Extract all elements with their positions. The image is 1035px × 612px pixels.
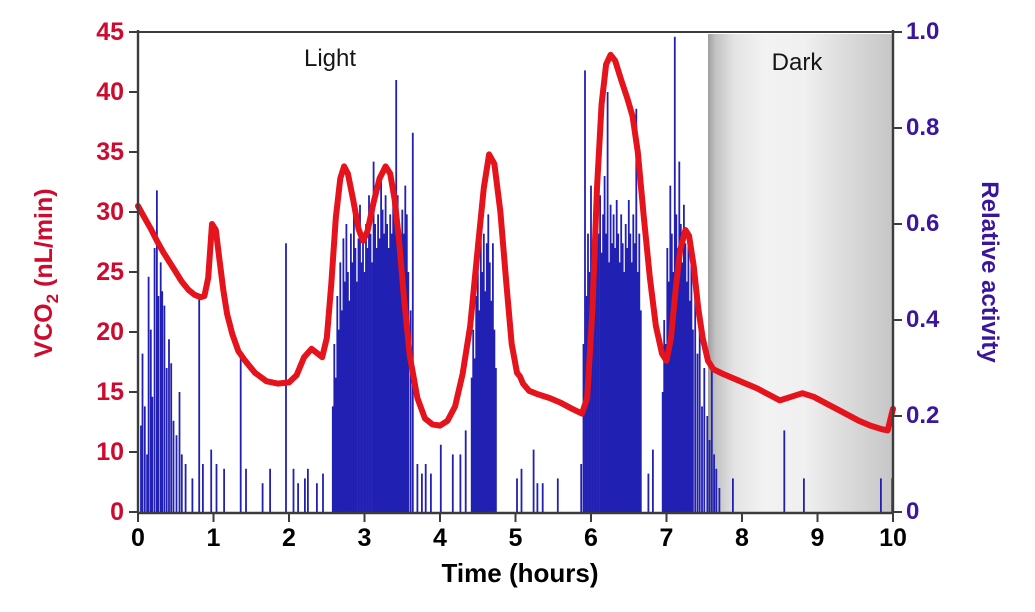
x-tick-label: 1 bbox=[206, 524, 221, 552]
right-axis-title: Relative activity bbox=[976, 181, 1003, 363]
x-tick-label: 2 bbox=[282, 524, 296, 552]
dark-period-band bbox=[708, 34, 893, 512]
y-left-tick-label: 20 bbox=[96, 318, 124, 346]
activity-bars bbox=[140, 36, 894, 512]
dark-period-label: Dark bbox=[771, 49, 823, 76]
y-left-tick-label: 25 bbox=[96, 258, 124, 286]
y-left-tick-label: 45 bbox=[96, 18, 124, 46]
y-right-tick-label: 0.2 bbox=[906, 402, 940, 429]
y-right-tick-label: 0 bbox=[906, 498, 920, 525]
y-left-tick-label: 40 bbox=[96, 78, 124, 106]
x-axis-title: Time (hours) bbox=[441, 558, 599, 588]
left-axis-title-units: (nL/min) bbox=[30, 188, 58, 294]
x-tick-label: 0 bbox=[131, 524, 145, 552]
y-right-tick-label: 0.4 bbox=[906, 306, 940, 333]
x-tick-label: 8 bbox=[735, 524, 749, 552]
x-tick-label: 5 bbox=[508, 524, 523, 552]
x-tick-label: 6 bbox=[584, 524, 598, 552]
y-right-tick-label: 0.8 bbox=[906, 114, 940, 141]
y-left-tick-label: 30 bbox=[96, 198, 124, 226]
y-left-tick-label: 15 bbox=[96, 378, 124, 406]
left-axis-title-text: VCO bbox=[30, 303, 58, 358]
x-tick-label: 10 bbox=[879, 524, 907, 552]
y-right-tick-label: 0.6 bbox=[906, 210, 940, 237]
plot-frame bbox=[129, 30, 902, 522]
left-axis-title-subscript: 2 bbox=[43, 293, 62, 304]
y-right-tick-label: 1.0 bbox=[906, 18, 940, 45]
x-tick-label: 3 bbox=[357, 524, 372, 552]
x-tick-label: 4 bbox=[433, 524, 447, 552]
y-left-tick-label: 10 bbox=[96, 438, 124, 466]
y-left-tick-label: 0 bbox=[110, 498, 124, 526]
vco2-line bbox=[135, 51, 896, 434]
x-tick-label: 7 bbox=[659, 524, 674, 552]
x-tick-label: 9 bbox=[810, 524, 825, 552]
light-period-label: Light bbox=[303, 45, 357, 72]
y-left-tick-label: 35 bbox=[96, 138, 124, 166]
left-axis-title: VCO2 (nL/min) bbox=[27, 123, 62, 423]
